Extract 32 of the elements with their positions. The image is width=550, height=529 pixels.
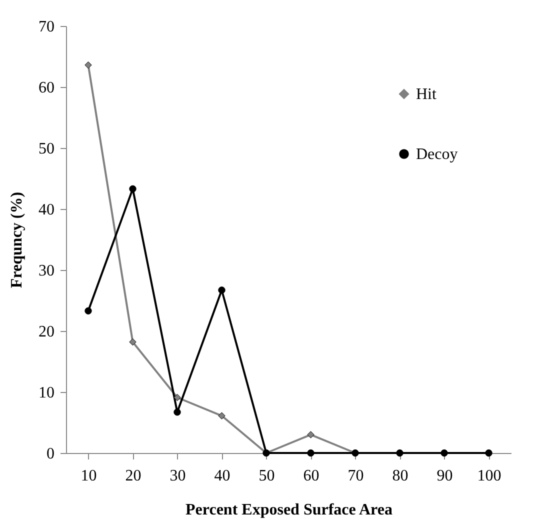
legend-label: Hit (416, 86, 437, 103)
legend-label: Decoy (416, 146, 458, 163)
point (84, 61, 92, 69)
point (129, 185, 136, 192)
y-tick-label: 0 (46, 446, 54, 462)
point (174, 408, 181, 416)
x-tick-label: 80 (392, 468, 408, 484)
x-tick-label: 40 (214, 468, 230, 484)
x-tick-label: 60 (303, 468, 320, 484)
y-axis-title: Frequncy (%) (8, 192, 26, 288)
y-tick-label: 40 (38, 202, 54, 218)
x-tick-label: 90 (436, 468, 453, 484)
y-tick-label: 70 (38, 18, 54, 36)
point (84, 307, 92, 314)
x-tick-label: 50 (258, 468, 275, 484)
x-tick-label: 20 (125, 468, 142, 484)
x-tick-label: 10 (80, 468, 97, 484)
y-tick-label: 60 (38, 80, 54, 96)
point (218, 412, 226, 420)
point (174, 394, 181, 402)
point (307, 449, 314, 457)
point (218, 286, 226, 294)
point (307, 431, 314, 438)
x-axis-title: Percent Exposed Surface Area (186, 502, 392, 518)
y-tick-label: 50 (38, 140, 54, 158)
y-tick-label: 30 (38, 262, 54, 280)
y-tick-label: 20 (38, 324, 54, 340)
y-tick-label: 10 (38, 384, 54, 402)
x-tick-label: 100 (477, 468, 502, 484)
point (129, 338, 136, 346)
x-tick-label: 70 (348, 468, 364, 484)
x-tick-label: 30 (170, 468, 186, 484)
